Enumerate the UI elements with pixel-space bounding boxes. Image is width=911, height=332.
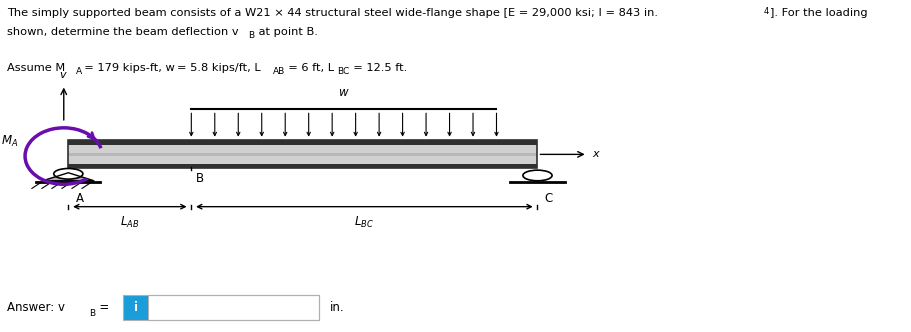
Text: B: B [196,172,204,185]
Text: A: A [76,192,84,205]
Bar [68,140,537,168]
Bar [123,295,148,319]
Text: =: = [97,300,109,314]
Text: AB: AB [273,67,285,76]
Bar [68,164,537,168]
Polygon shape [43,173,94,181]
Bar [123,295,319,319]
Text: B: B [248,31,254,40]
Text: ]. For the loading: ]. For the loading [770,8,867,18]
Bar [68,140,537,145]
Bar [68,140,537,168]
Text: 4: 4 [763,7,769,16]
Circle shape [54,168,83,179]
Text: A: A [76,67,82,76]
Text: C: C [545,192,553,205]
Text: at point B.: at point B. [255,27,318,37]
Text: = 12.5 ft.: = 12.5 ft. [351,63,407,73]
Text: i: i [134,300,138,314]
Text: B: B [89,308,96,318]
Text: $L_{AB}$: $L_{AB}$ [120,215,139,230]
Text: shown, determine the beam deflection v: shown, determine the beam deflection v [7,27,239,37]
Text: BC: BC [337,67,349,76]
Text: = 179 kips-ft, w = 5.8 kips/ft, L: = 179 kips-ft, w = 5.8 kips/ft, L [82,63,261,73]
Text: $L_{BC}$: $L_{BC}$ [354,215,374,230]
Text: $x$: $x$ [592,149,601,159]
Text: Assume M: Assume M [7,63,66,73]
Text: in.: in. [330,300,344,314]
Text: The simply supported beam consists of a W21 × 44 structural steel wide-flange sh: The simply supported beam consists of a … [7,8,659,18]
Bar [68,153,537,156]
Bar [148,295,319,319]
Text: Answer: v: Answer: v [7,300,66,314]
Circle shape [523,170,552,181]
Text: = 6 ft, L: = 6 ft, L [286,63,334,73]
Text: $M_A$: $M_A$ [1,133,18,149]
Text: $w$: $w$ [338,86,350,100]
Text: $v$: $v$ [59,70,68,80]
